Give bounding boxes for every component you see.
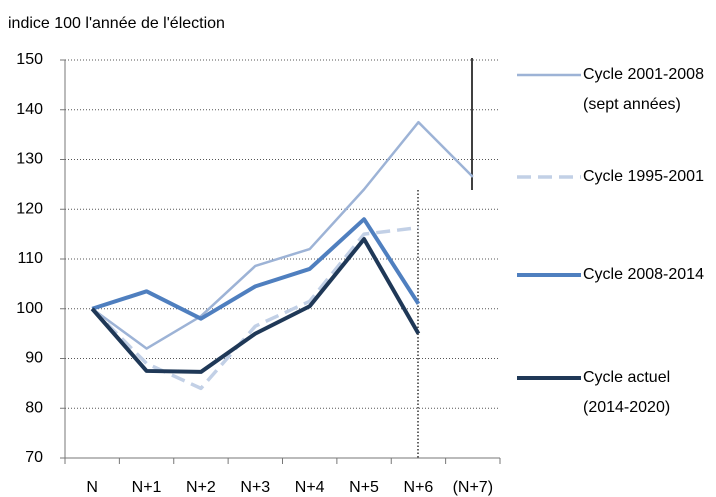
x-tick-label: N+3	[240, 479, 270, 496]
y-tick-label: 110	[17, 250, 43, 267]
y-tick-label: 130	[16, 151, 43, 168]
y-tick-label: 150	[16, 51, 43, 68]
y-tick-label: 140	[16, 101, 43, 118]
series-line	[90, 225, 419, 391]
y-tick-label: 100	[16, 300, 43, 317]
series-line	[91, 120, 474, 350]
x-tick-label: N+6	[404, 479, 434, 496]
series-line	[90, 237, 421, 374]
x-tick-label: N	[86, 479, 98, 496]
legend-label: Cycle actuel (2014-2020)	[583, 369, 671, 416]
legend-label: Cycle 2001-2008 (sept années)	[583, 66, 704, 113]
y-tick-label: 90	[25, 350, 43, 367]
x-tick-label: N+5	[349, 479, 379, 496]
legend-label: Cycle 2008-2014	[583, 266, 704, 283]
y-tick-label: 70	[25, 449, 43, 466]
y-tick-label: 120	[16, 200, 43, 217]
y-tick-label: 80	[25, 399, 43, 416]
x-tick-label: N+2	[186, 479, 216, 496]
series-line	[91, 217, 421, 321]
chart-title: indice 100 l'année de l'élection	[8, 15, 225, 32]
x-tick-label: N+1	[132, 479, 162, 496]
x-tick-label: N+4	[295, 479, 325, 496]
x-tick-label: (N+7)	[453, 479, 493, 496]
legend-label: Cycle 1995-2001	[583, 168, 704, 185]
